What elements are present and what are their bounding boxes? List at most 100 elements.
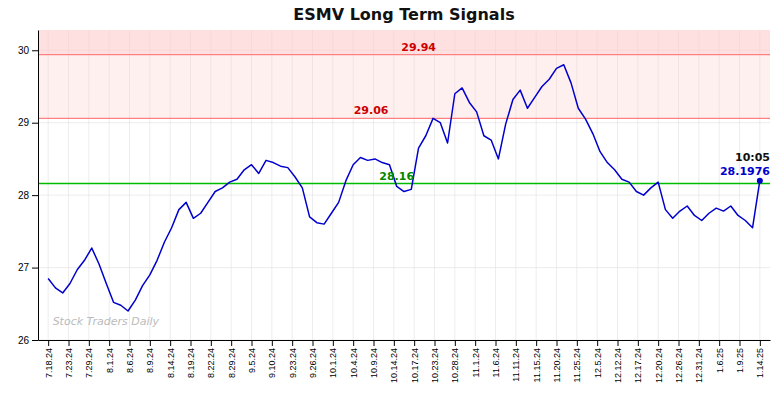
x-tick-label: 11.15.24 — [532, 348, 542, 382]
x-tick: 7.23.24 — [64, 340, 74, 378]
x-tick: 12.26.24 — [674, 340, 684, 383]
x-tick: 1.6.25 — [715, 340, 725, 373]
x-tick: 8.6.24 — [125, 340, 135, 373]
x-tick-label: 12.26.24 — [674, 348, 684, 383]
x-tick-mark — [394, 340, 395, 346]
x-tick-mark — [658, 340, 659, 346]
title: ESMV Long Term Signals — [293, 5, 514, 24]
x-tick: 9.26.24 — [308, 340, 318, 378]
x-tick-mark — [170, 340, 171, 346]
x-tick: 11.1.24 — [471, 340, 481, 377]
x-tick-label: 8.22.24 — [206, 348, 216, 378]
x-tick: 11.20.24 — [552, 340, 562, 382]
y-tick-mark — [32, 50, 38, 51]
band — [38, 55, 770, 119]
x-tick-mark — [353, 340, 354, 346]
x-tick-mark — [292, 340, 293, 346]
x-tick-label: 11.1.24 — [471, 348, 481, 377]
x-tick-mark — [191, 340, 192, 346]
x-axis: 7.18.24 7.23.24 7.29.24 8.1.24 8.6.24 8.9.24 8… — [39, 340, 771, 383]
reference-line — [38, 183, 770, 184]
x-tick: 9.23.24 — [288, 340, 298, 378]
x-tick-mark — [475, 340, 476, 346]
y-tick: 29 — [18, 117, 38, 128]
x-tick-mark — [252, 340, 253, 346]
x-tick-label: 11.11.24 — [511, 348, 521, 382]
x-tick-label: 12.17.24 — [633, 348, 643, 383]
reference-line — [38, 118, 770, 119]
y-tick-mark — [32, 268, 38, 269]
x-tick: 10.9.24 — [369, 340, 379, 378]
x-tick: 11.15.24 — [532, 340, 542, 382]
x-tick: 12.20.24 — [654, 340, 664, 383]
x-axis-line — [39, 340, 771, 341]
x-tick: 9.5.24 — [247, 340, 257, 373]
x-tick-mark — [313, 340, 314, 346]
x-tick-mark — [89, 340, 90, 346]
x-tick: 8.19.24 — [186, 340, 196, 378]
x-tick-label: 10.28.24 — [450, 348, 460, 383]
x-tick: 8.9.24 — [145, 340, 155, 373]
x-tick: 8.1.24 — [105, 340, 115, 373]
x-tick: 7.18.24 — [44, 340, 54, 378]
x-tick: 10.4.24 — [349, 340, 359, 378]
y-tick-mark — [32, 340, 38, 341]
y-tick: 26 — [18, 335, 38, 346]
x-tick-label: 1.14.25 — [755, 348, 765, 378]
x-tick-mark — [414, 340, 415, 346]
grid-line — [38, 267, 770, 268]
x-tick-mark — [211, 340, 212, 346]
x-tick-label: 10.4.24 — [349, 348, 359, 378]
grid-line — [38, 195, 770, 196]
x-tick-label: 9.26.24 — [308, 348, 318, 378]
annotations: 28.1629.0629.9410:0528.1976Stock Traders… — [53, 41, 771, 328]
last-point — [757, 178, 763, 184]
x-tick-label: 8.6.24 — [125, 348, 135, 373]
x-tick-label: 11.25.24 — [572, 348, 582, 382]
marks — [38, 30, 770, 311]
x-tick-mark — [69, 340, 70, 346]
x-tick-label: 12.5.24 — [593, 348, 603, 378]
x-tick: 1.9.25 — [735, 340, 745, 373]
x-tick-mark — [435, 340, 436, 346]
x-tick-label: 12.12.24 — [613, 348, 623, 383]
y-tick-mark — [32, 123, 38, 124]
y-axis-line — [38, 31, 39, 341]
x-tick-mark — [577, 340, 578, 346]
x-tick-mark — [618, 340, 619, 346]
x-tick: 12.31.24 — [694, 340, 704, 383]
x-tick-label: 12.20.24 — [654, 348, 664, 383]
x-tick-label: 11.6.24 — [491, 348, 501, 377]
y-tick-label: 26 — [18, 335, 30, 346]
x-tick-mark — [48, 340, 49, 346]
plot: 7.18.24 7.23.24 7.29.24 8.1.24 8.6.24 8.9.24 8… — [18, 30, 771, 383]
chart: 7.18.24 7.23.24 7.29.24 8.1.24 8.6.24 8.9.24 8… — [0, 0, 784, 398]
reference-label: 29.06 — [354, 104, 389, 117]
x-tick-mark — [150, 340, 151, 346]
x-tick: 8.22.24 — [206, 340, 216, 378]
watermark: Stock Traders Daily — [53, 315, 160, 328]
x-tick-mark — [760, 340, 761, 346]
grid-line — [38, 340, 770, 341]
x-tick: 10.1.24 — [328, 340, 338, 378]
x-tick-label: 7.18.24 — [44, 348, 54, 378]
x-tick-mark — [231, 340, 232, 346]
reference-line — [38, 54, 770, 55]
x-tick: 8.29.24 — [227, 340, 237, 378]
x-tick: 1.14.25 — [755, 340, 765, 378]
y-tick: 28 — [18, 190, 38, 201]
x-tick-label: 7.29.24 — [84, 348, 94, 378]
x-tick-mark — [679, 340, 680, 346]
x-tick: 11.6.24 — [491, 340, 501, 377]
x-tick-label: 8.19.24 — [186, 348, 196, 378]
x-tick-mark — [272, 340, 273, 346]
grid — [38, 30, 770, 340]
x-tick-label: 9.23.24 — [288, 348, 298, 378]
x-tick-mark — [516, 340, 517, 346]
x-tick: 10.28.24 — [450, 340, 460, 383]
x-tick-label: 8.14.24 — [166, 348, 176, 378]
x-tick-label: 1.9.25 — [735, 348, 745, 373]
x-tick-label: 8.29.24 — [227, 348, 237, 378]
x-tick-label: 11.20.24 — [552, 348, 562, 382]
x-tick: 9.10.24 — [267, 340, 277, 378]
